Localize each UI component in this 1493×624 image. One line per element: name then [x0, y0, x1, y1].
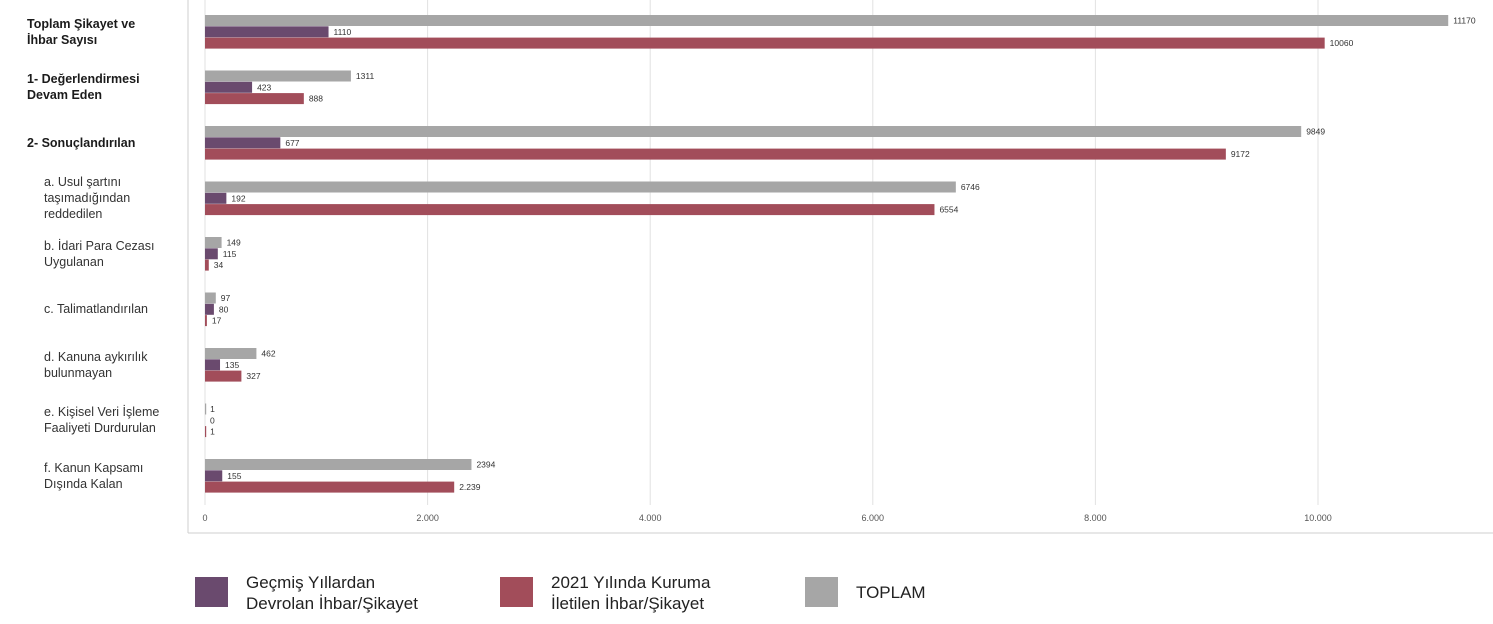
data-label: 192 [231, 193, 245, 203]
x-tick-label: 2.000 [416, 513, 439, 523]
data-label: 1311 [356, 71, 375, 81]
data-label: 135 [225, 360, 239, 370]
category-label: Toplam Şikayet ve İhbar Sayısı [27, 16, 136, 47]
data-label: 327 [246, 371, 260, 381]
x-tick-label: 10.000 [1304, 513, 1332, 523]
x-tick-label: 4.000 [639, 513, 662, 523]
category-label: 1- Değerlendirmesi Devam Eden [27, 72, 140, 102]
legend-label-2021-yilinda: 2021 Yılında Kuruma İletilen İhbar/Şikay… [551, 573, 711, 613]
data-label: 149 [227, 238, 241, 248]
category-label: a. Usul şartını taşımadığından reddedile… [44, 175, 131, 221]
bar [205, 70, 351, 82]
data-label: 10060 [1330, 38, 1354, 48]
bar [205, 292, 216, 304]
category-label: d. Kanuna aykırılık bulunmayan [44, 349, 148, 380]
data-label: 677 [285, 138, 299, 148]
bar [205, 426, 207, 438]
chart-plot-area: 0 2.000 4.000 6.000 8.000 10.0001117011101006… [187, 0, 1493, 534]
data-label: 9172 [1231, 149, 1250, 159]
data-label: 115 [223, 249, 237, 259]
legend-swatch-2021-yilinda [500, 577, 533, 607]
data-label: 155 [227, 471, 241, 481]
legend-item-gecmis-yillardan: Geçmiş Yıllardan Devrolan İhbar/Şikayet [195, 572, 446, 614]
bar [205, 348, 257, 359]
category-label: f. Kanun Kapsamı Dışında Kalan [44, 460, 144, 491]
bar [205, 181, 956, 193]
data-label: 6746 [961, 182, 980, 192]
bar [205, 37, 1325, 49]
bar [205, 26, 329, 38]
data-label: 9849 [1306, 127, 1325, 137]
bar [205, 126, 1302, 137]
data-label: 97 [221, 293, 231, 303]
bar [205, 137, 281, 149]
bar [205, 470, 223, 482]
data-label: 423 [257, 82, 271, 92]
data-label: 462 [261, 349, 275, 359]
data-label: 1 [210, 427, 215, 437]
bar-chart: 0 2.000 4.000 6.000 8.000 10.000 11170 1110 1006… [27, 0, 1493, 534]
data-label: 11170 [1453, 16, 1476, 26]
bar [205, 359, 221, 371]
data-label: 1 [210, 404, 215, 414]
data-label: 2.239 [459, 482, 481, 492]
legend-item-2021-yilinda: 2021 Yılında Kuruma İletilen İhbar/Şikay… [500, 572, 751, 614]
bar [205, 148, 1226, 160]
data-label: 888 [309, 94, 323, 104]
bar [205, 370, 242, 382]
category-label: e. Kişisel Veri İşleme Faaliyeti Durduru… [44, 405, 160, 435]
bar [205, 481, 455, 493]
x-tick-label: 8.000 [1084, 513, 1107, 523]
data-label: 2394 [476, 460, 495, 470]
legend-label-gecmis-yillardan: Geçmiş Yıllardan Devrolan İhbar/Şikayet [246, 573, 418, 613]
x-tick-label: 0 [202, 513, 207, 523]
legend-item-toplam: TOPLAM [805, 572, 1056, 607]
legend-label-toplam: TOPLAM [856, 583, 926, 602]
bar [205, 403, 207, 415]
chart-legend: Geçmiş Yıllardan Devrolan İhbar/Şikayet … [0, 572, 1493, 624]
bar [205, 192, 227, 204]
legend-swatch-toplam [805, 577, 838, 607]
data-label: 6554 [939, 205, 958, 215]
data-label: 34 [214, 260, 224, 270]
bar [205, 259, 209, 271]
bar [205, 204, 935, 216]
data-label: 0 [210, 415, 215, 425]
bar [205, 303, 214, 315]
bar [205, 315, 207, 327]
bar [205, 93, 304, 105]
x-tick-label: 6.000 [862, 513, 885, 523]
data-label: 17 [212, 316, 222, 326]
bar [205, 237, 222, 248]
legend-swatch-gecmis-yillardan [195, 577, 228, 607]
data-label: 1110 [334, 27, 352, 37]
bar [205, 15, 1449, 26]
category-label: b. İdari Para Cezası Uygulanan [44, 238, 155, 269]
category-label: 2- Sonuçlandırılan [27, 135, 136, 150]
bar [205, 81, 253, 93]
bar [205, 459, 472, 470]
category-label: c. Talimatlandırılan [44, 302, 148, 316]
bar [205, 248, 218, 260]
data-label: 80 [219, 304, 229, 314]
